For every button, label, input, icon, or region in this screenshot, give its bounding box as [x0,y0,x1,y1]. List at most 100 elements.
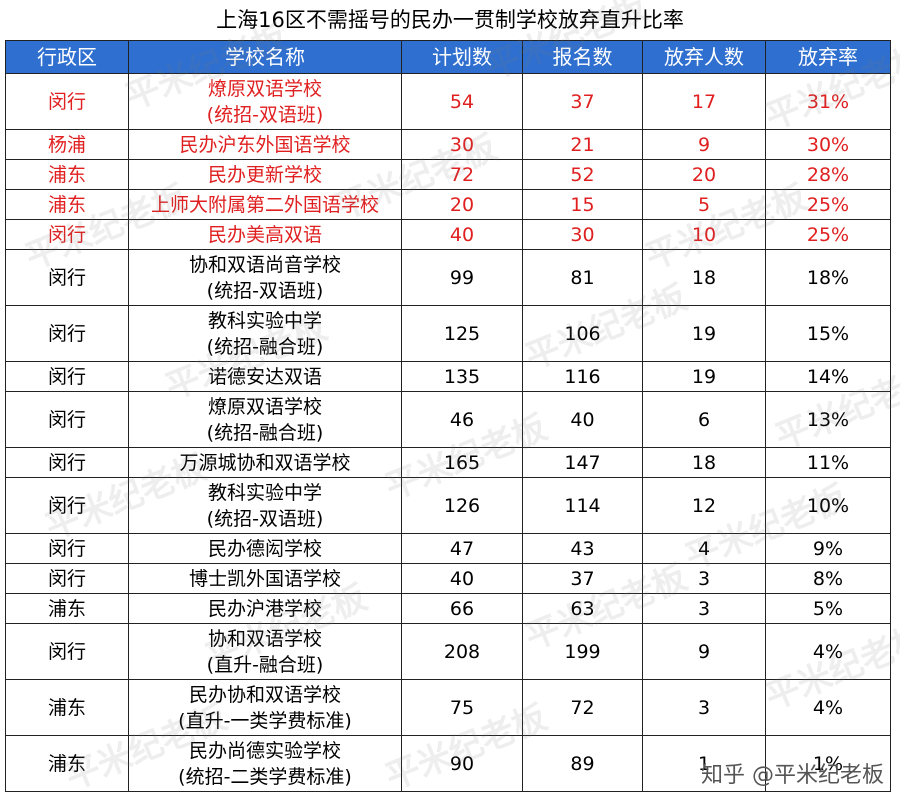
school-name-line: (统招-双语班) [206,103,324,126]
cell-applied: 106 [522,305,643,362]
cell-rate: 5% [765,593,891,624]
cell-rate: 8% [765,563,891,594]
school-name-line: 燎原双语学校 [207,77,322,100]
cell-district: 闵行 [5,361,129,392]
cell-gave-up: 20 [642,159,766,190]
table-row: 浦东 民办更新学校 72 52 20 28% [5,159,891,190]
cell-rate: 14% [765,361,891,392]
school-name-line: (直升-一类学费标准) [178,709,352,732]
cell-rate: 9% [765,533,891,564]
cell-rate: 1% [765,735,891,792]
school-name-line: 民办美高双语 [207,223,322,246]
cell-rate: 15% [765,305,891,362]
cell-applied: 199 [522,623,643,680]
cell-school: 民办沪东外国语学校 [128,129,402,160]
cell-applied: 21 [522,129,643,160]
table-row: 浦东 民办协和双语学校 (直升-一类学费标准) 75 72 3 4% [5,679,891,736]
table-row: 杨浦 民办沪东外国语学校 30 21 9 30% [5,129,891,160]
cell-school: 协和双语尚音学校 (统招-双语班) [128,249,402,306]
cell-school: 教科实验中学 (统招-融合班) [128,305,402,362]
cell-rate: 11% [765,447,891,478]
school-name-line: 民办德闳学校 [207,537,322,560]
cell-rate: 13% [765,391,891,448]
cell-school: 民办美高双语 [128,219,402,250]
cell-plan: 46 [401,391,523,448]
cell-applied: 81 [522,249,643,306]
table-row: 浦东 民办尚德实验学校 (统招-二类学费标准) 90 89 1 1% [5,735,891,792]
school-name-line: 民办尚德实验学校 [188,739,341,762]
school-name-line: 教科实验中学 [207,481,322,504]
cell-applied: 147 [522,447,643,478]
cell-school: 燎原双语学校 (统招-双语班) [128,73,402,130]
cell-gave-up: 19 [642,361,766,392]
credit-text: 知乎 @平米纪老板 [701,763,884,788]
cell-rate: 25% [765,189,891,220]
cell-gave-up: 1 [642,735,766,792]
school-name-line: 诺德安达双语 [207,365,322,388]
cell-school: 民办尚德实验学校 (统招-二类学费标准) [128,735,402,792]
cell-applied: 43 [522,533,643,564]
cell-school: 万源城协和双语学校 [128,447,402,478]
school-name-line: (统招-双语班) [206,279,324,302]
school-name-line: 上师大附属第二外国语学校 [150,193,379,216]
header-row: 行政区 学校名称 计划数 报名数 放弃人数 放弃率 [5,40,891,74]
header-school: 学校名称 [128,40,402,74]
cell-rate: 25% [765,219,891,250]
header-applied: 报名数 [522,40,643,74]
cell-plan: 208 [401,623,523,680]
school-name-line: (统招-融合班) [206,421,324,444]
table-title: 上海16区不需摇号的民办一贯制学校放弃直升比率 [216,8,684,32]
table-row: 闵行 协和双语学校 (直升-融合班) 208 199 9 4% [5,623,891,680]
cell-plan: 20 [401,189,523,220]
header-rate: 放弃率 [765,40,891,74]
cell-rate: 18% [765,249,891,306]
cell-applied: 40 [522,391,643,448]
cell-plan: 54 [401,73,523,130]
data-table: 行政区 学校名称 计划数 报名数 放弃人数 放弃率 闵行 燎原双语学校 (统招-双语… [5,40,891,792]
cell-district: 浦东 [5,735,129,792]
cell-school: 诺德安达双语 [128,361,402,392]
table-row: 闵行 教科实验中学 (统招-双语班) 126 114 12 10% [5,477,891,534]
cell-rate: 30% [765,129,891,160]
cell-school: 协和双语学校 (直升-融合班) [128,623,402,680]
school-name-line: 教科实验中学 [207,309,322,332]
cell-plan: 75 [401,679,523,736]
cell-plan: 90 [401,735,523,792]
cell-plan: 66 [401,593,523,624]
cell-district: 闵行 [5,305,129,362]
cell-gave-up: 5 [642,189,766,220]
header-district: 行政区 [5,40,129,74]
cell-school: 博士凯外国语学校 [128,563,402,594]
cell-district: 浦东 [5,593,129,624]
cell-plan: 72 [401,159,523,190]
cell-plan: 135 [401,361,523,392]
cell-district: 闵行 [5,623,129,680]
cell-school: 教科实验中学 (统招-双语班) [128,477,402,534]
cell-plan: 126 [401,477,523,534]
cell-gave-up: 3 [642,563,766,594]
cell-gave-up: 18 [642,249,766,306]
school-name-line: 民办沪港学校 [207,597,322,620]
table-row: 闵行 燎原双语学校 (统招-双语班) 54 37 17 31% [5,73,891,130]
cell-district: 浦东 [5,679,129,736]
cell-district: 闵行 [5,219,129,250]
cell-rate: 4% [765,623,891,680]
cell-applied: 52 [522,159,643,190]
table-row: 浦东 民办沪港学校 66 63 3 5% [5,593,891,624]
cell-school: 民办德闳学校 [128,533,402,564]
cell-applied: 30 [522,219,643,250]
header-plan: 计划数 [401,40,523,74]
table-row: 闵行 民办美高双语 40 30 10 25% [5,219,891,250]
cell-rate: 31% [765,73,891,130]
cell-applied: 116 [522,361,643,392]
cell-district: 闵行 [5,563,129,594]
cell-gave-up: 3 [642,593,766,624]
cell-gave-up: 12 [642,477,766,534]
cell-district: 闵行 [5,477,129,534]
cell-school: 民办更新学校 [128,159,402,190]
school-name-line: 协和双语学校 [207,627,322,650]
school-name-line: (统招-二类学费标准) [178,765,352,788]
cell-gave-up: 9 [642,623,766,680]
cell-district: 杨浦 [5,129,129,160]
cell-gave-up: 4 [642,533,766,564]
